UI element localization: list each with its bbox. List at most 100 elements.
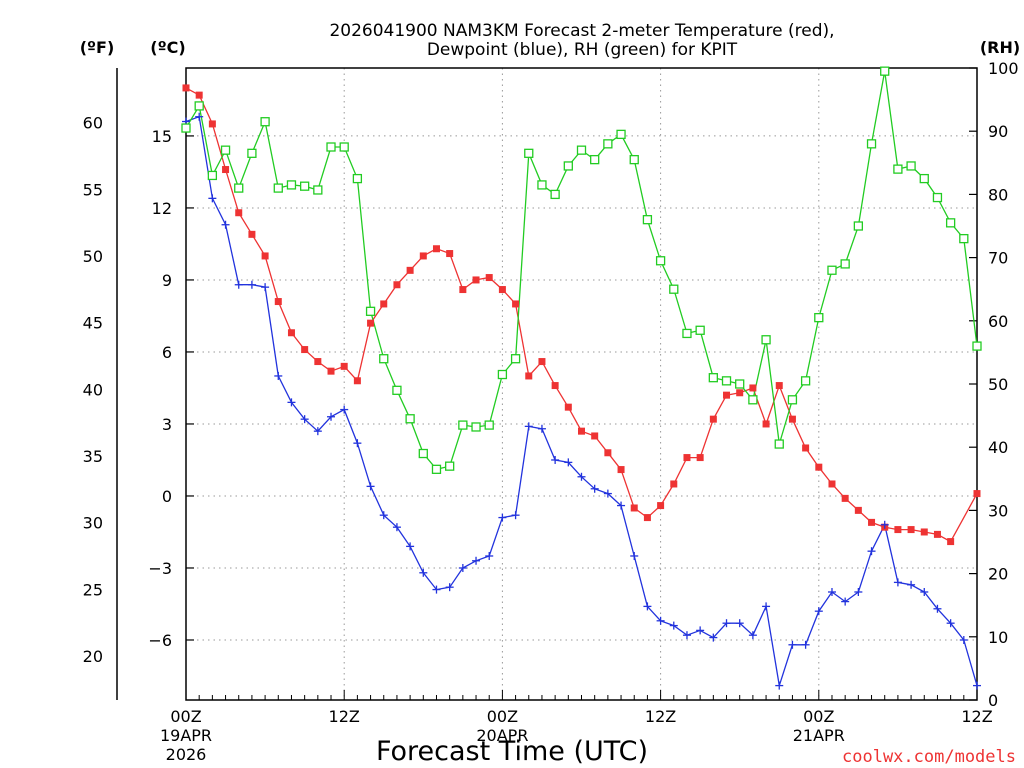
- temperature-point: [762, 420, 770, 428]
- rh-point: [563, 161, 573, 171]
- x-tick-date: 21APR: [793, 726, 845, 745]
- rh-point: [787, 395, 798, 405]
- dewpoint-point: [867, 547, 876, 556]
- rh-point: [365, 306, 376, 316]
- temperature-point: [327, 367, 335, 375]
- dewpoint-point: [841, 597, 850, 606]
- x-tick-label: 00Z: [487, 707, 518, 726]
- temperature-point: [432, 245, 440, 253]
- temperature-point: [696, 454, 704, 462]
- temperature-point: [525, 372, 533, 380]
- rh-point: [682, 328, 692, 339]
- temperature-point: [314, 358, 322, 366]
- rh-point: [616, 129, 626, 140]
- dewpoint-point: [261, 283, 270, 292]
- rh-point: [735, 379, 745, 389]
- rh-point: [748, 395, 758, 405]
- dewpoint-point: [682, 631, 691, 640]
- x-tick-label: 00Z: [170, 707, 201, 726]
- dewpoint-point: [801, 640, 810, 649]
- temperature-point: [841, 494, 849, 502]
- rh-point: [392, 385, 402, 395]
- temperature-point: [802, 444, 810, 452]
- rh-point: [247, 148, 257, 158]
- temperature-point: [367, 319, 375, 327]
- dewpoint-line: [185, 115, 978, 686]
- temperature-point: [643, 514, 651, 522]
- temperature-point: [670, 480, 678, 488]
- rh-point: [827, 265, 837, 275]
- celsius-tick-label: 6: [162, 343, 172, 362]
- x-tick-label: 12Z: [329, 707, 360, 726]
- x-axis-title: Forecast Time (UTC): [376, 736, 648, 767]
- temperature-point: [617, 466, 625, 474]
- temperature-point: [498, 286, 506, 294]
- rh-point: [603, 139, 613, 149]
- temperature-point: [472, 276, 480, 284]
- dewpoint-point: [406, 542, 415, 551]
- rh-point: [590, 154, 600, 165]
- temperature-point: [815, 463, 823, 471]
- dewpoint-point: [458, 563, 467, 572]
- temperature-point: [788, 415, 796, 423]
- rh-point: [379, 354, 389, 364]
- temperature-point: [709, 415, 717, 423]
- fahrenheit-tick-label: 40: [83, 380, 103, 399]
- rh-point: [194, 101, 204, 111]
- rh-point: [431, 464, 442, 474]
- fahrenheit-tick-label: 25: [83, 580, 103, 599]
- dewpoint-point: [946, 619, 955, 628]
- rh-point: [761, 335, 771, 345]
- rh-tick-label: 10: [988, 628, 1008, 647]
- rh-point: [234, 183, 244, 193]
- dewpoint-point: [920, 587, 929, 596]
- temperature-point: [485, 274, 493, 282]
- rh-tick-label: 70: [988, 249, 1008, 268]
- chart-title-line2: Dewpoint (blue), RH (green) for KPIT: [427, 40, 738, 60]
- dewpoint-point: [722, 619, 731, 628]
- celsius-tick-label: 3: [162, 415, 172, 434]
- dewpoint-point: [893, 578, 902, 587]
- dewpoint-point: [287, 398, 296, 407]
- temperature-point: [723, 391, 731, 399]
- temperature-point: [868, 518, 876, 526]
- rh-point: [972, 341, 982, 351]
- rh-point: [497, 369, 508, 380]
- site-credit[interactable]: coolwx.com/models: [842, 747, 1016, 767]
- rh-point: [418, 448, 428, 459]
- dewpoint-point: [195, 112, 204, 121]
- celsius-tick-label: −3: [148, 559, 172, 578]
- rh-point: [932, 192, 943, 203]
- dewpoint-point: [696, 626, 705, 635]
- rh-point: [853, 221, 863, 231]
- temperature-point: [301, 346, 309, 354]
- rh-point: [695, 325, 705, 335]
- temperature-point: [208, 120, 216, 128]
- dewpoint-point: [590, 484, 599, 493]
- rh-tick-label: 60: [988, 312, 1008, 331]
- celsius-axis-label: (ºC): [150, 38, 185, 57]
- markers: [181, 66, 982, 690]
- dewpoint-point: [221, 220, 230, 229]
- rh-point: [524, 148, 534, 158]
- dewpoint-point: [854, 587, 863, 596]
- rh-point: [260, 117, 270, 127]
- celsius-tick-label: 0: [162, 487, 172, 506]
- grid: [186, 68, 977, 700]
- temperature-point: [907, 526, 915, 534]
- temperature-point: [512, 300, 520, 308]
- dewpoint-point: [419, 568, 428, 577]
- rh-point: [510, 354, 521, 364]
- rh-point: [919, 173, 929, 184]
- temperature-point: [340, 362, 348, 370]
- rh-point: [669, 284, 679, 294]
- temperature-point: [973, 490, 981, 498]
- temperature-point: [630, 504, 638, 512]
- x-tick-label: 12Z: [645, 707, 676, 726]
- temperature-point: [353, 377, 361, 385]
- rh-point: [721, 376, 732, 386]
- rh-point: [774, 439, 784, 449]
- x-tick-label: 12Z: [961, 707, 992, 726]
- temperature-point: [604, 449, 612, 457]
- rh-point: [313, 185, 323, 195]
